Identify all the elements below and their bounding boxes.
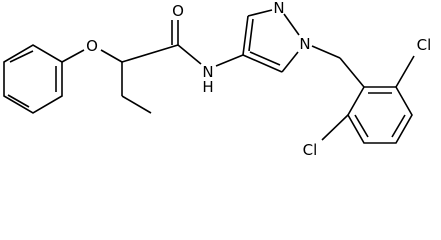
bond <box>242 15 249 56</box>
aromatic-bond <box>354 114 369 138</box>
atom-label: N <box>202 63 213 81</box>
dichlorophenyl-ring <box>347 86 413 144</box>
bond <box>247 9 273 17</box>
aromatic-bond <box>391 114 406 138</box>
bond <box>121 44 179 63</box>
bond <box>242 54 283 73</box>
atom-label: N <box>273 0 284 17</box>
bond <box>215 54 244 67</box>
bond <box>321 114 349 141</box>
bonds <box>3 9 415 144</box>
bond <box>281 51 299 73</box>
bond <box>248 18 254 52</box>
atom-label: O <box>86 37 98 55</box>
bond <box>249 51 281 66</box>
bond <box>121 95 152 114</box>
bond <box>61 49 85 63</box>
bond <box>177 44 202 65</box>
bond <box>395 55 415 88</box>
structure: O O N H N N Cl Cl <box>3 0 432 159</box>
atom-label: Cl <box>417 36 432 54</box>
bond <box>339 57 365 88</box>
bond <box>100 49 123 63</box>
atom-label: N <box>299 35 310 53</box>
atom-label: O <box>172 2 184 20</box>
bond <box>283 13 300 36</box>
atom-label: Cl <box>303 141 318 159</box>
aromatic-bond <box>7 94 30 108</box>
aromatic-bond <box>9 50 34 63</box>
bond <box>311 45 341 59</box>
atom-label: H <box>202 78 213 96</box>
phenyl-ring <box>3 44 63 114</box>
